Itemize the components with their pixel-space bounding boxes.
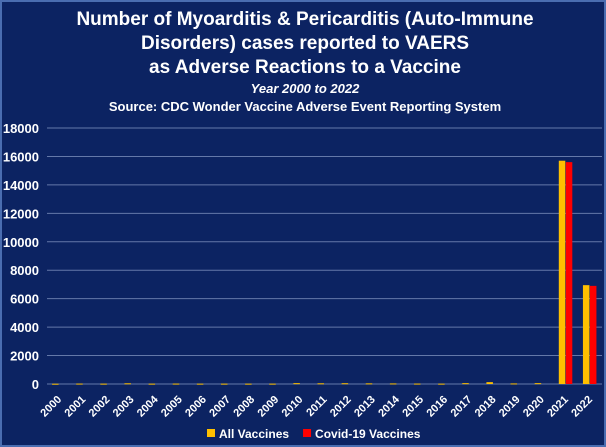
bar-all-vaccines xyxy=(534,383,542,385)
bar-all-vaccines xyxy=(269,383,276,385)
bar-covid-19-vaccines xyxy=(589,285,597,384)
bar-all-vaccines xyxy=(510,383,518,385)
x-tick-label: 2014 xyxy=(376,393,402,419)
chart-title-line-1: Number of Myoarditis & Pericarditis (Aut… xyxy=(76,9,534,30)
bar-all-vaccines xyxy=(365,383,373,385)
y-tick-label: 0 xyxy=(32,377,39,392)
bar-all-vaccines xyxy=(76,383,83,385)
bar-all-vaccines xyxy=(148,383,156,385)
x-tick-label: 2015 xyxy=(400,394,426,420)
x-tick-label: 2008 xyxy=(231,394,257,420)
bar-all-vaccines xyxy=(172,383,180,385)
bar-all-vaccines xyxy=(582,285,590,384)
bar-all-vaccines xyxy=(124,383,131,385)
x-tick-label: 2007 xyxy=(207,394,233,420)
y-tick-label: 4000 xyxy=(10,320,39,335)
x-tick-label: 2016 xyxy=(424,394,450,420)
bar-all-vaccines xyxy=(341,383,349,385)
legend-label: Covid-19 Vaccines xyxy=(315,427,421,441)
x-tick-label: 2002 xyxy=(87,394,113,420)
x-tick-label: 2003 xyxy=(111,394,137,420)
bar-all-vaccines xyxy=(389,383,397,385)
bar-all-vaccines xyxy=(293,383,300,385)
x-tick-label: 2022 xyxy=(569,394,595,420)
bar-all-vaccines xyxy=(220,383,228,385)
legend-swatch xyxy=(303,429,312,437)
x-tick-label: 2017 xyxy=(449,394,475,420)
bar-all-vaccines xyxy=(196,383,204,385)
x-tick-label: 2000 xyxy=(38,394,64,420)
bar-all-vaccines xyxy=(486,382,493,384)
bar-all-vaccines xyxy=(100,383,107,385)
x-tick-label: 2006 xyxy=(183,394,209,420)
y-tick-label: 6000 xyxy=(10,292,39,307)
y-tick-label: 10000 xyxy=(3,235,39,250)
chart-title-line-2: Disorders) cases reported to VAERS xyxy=(140,33,470,54)
chart-title-line-3: as Adverse Reactions to a Vaccine xyxy=(149,57,461,78)
bar-all-vaccines xyxy=(245,383,252,385)
y-tick-label: 12000 xyxy=(3,206,39,221)
legend-label: All Vaccines xyxy=(219,427,289,441)
legend-swatch xyxy=(207,429,215,437)
x-tick-label: 2011 xyxy=(304,394,329,419)
y-tick-label: 14000 xyxy=(3,178,39,193)
x-tick-label: 2004 xyxy=(135,393,161,419)
x-tick-label: 2019 xyxy=(497,394,523,420)
x-tick-label: 2021 xyxy=(545,394,571,420)
bar-all-vaccines xyxy=(438,383,445,385)
bar-all-vaccines xyxy=(52,383,59,385)
bar-all-vaccines xyxy=(558,160,566,384)
x-tick-label: 2018 xyxy=(473,394,499,420)
x-tick-label: 2020 xyxy=(521,394,547,420)
y-tick-label: 8000 xyxy=(10,263,39,278)
x-tick-label: 2013 xyxy=(352,394,378,420)
y-tick-label: 16000 xyxy=(3,149,39,164)
y-tick-label: 2000 xyxy=(10,349,39,364)
chart-subtitle: Year 2000 to 2022 xyxy=(250,81,360,96)
bar-all-vaccines xyxy=(414,383,421,385)
bar-all-vaccines xyxy=(317,383,324,385)
y-tick-label: 18000 xyxy=(3,121,39,136)
x-tick-label: 2005 xyxy=(159,394,185,420)
chart-source: Source: CDC Wonder Vaccine Adverse Event… xyxy=(108,99,502,114)
x-tick-label: 2012 xyxy=(328,394,354,420)
x-tick-label: 2010 xyxy=(280,394,306,420)
x-tick-label: 2001 xyxy=(63,394,89,420)
bar-all-vaccines xyxy=(462,383,469,385)
bar-covid-19-vaccines xyxy=(565,162,573,384)
x-tick-label: 2009 xyxy=(256,394,282,420)
